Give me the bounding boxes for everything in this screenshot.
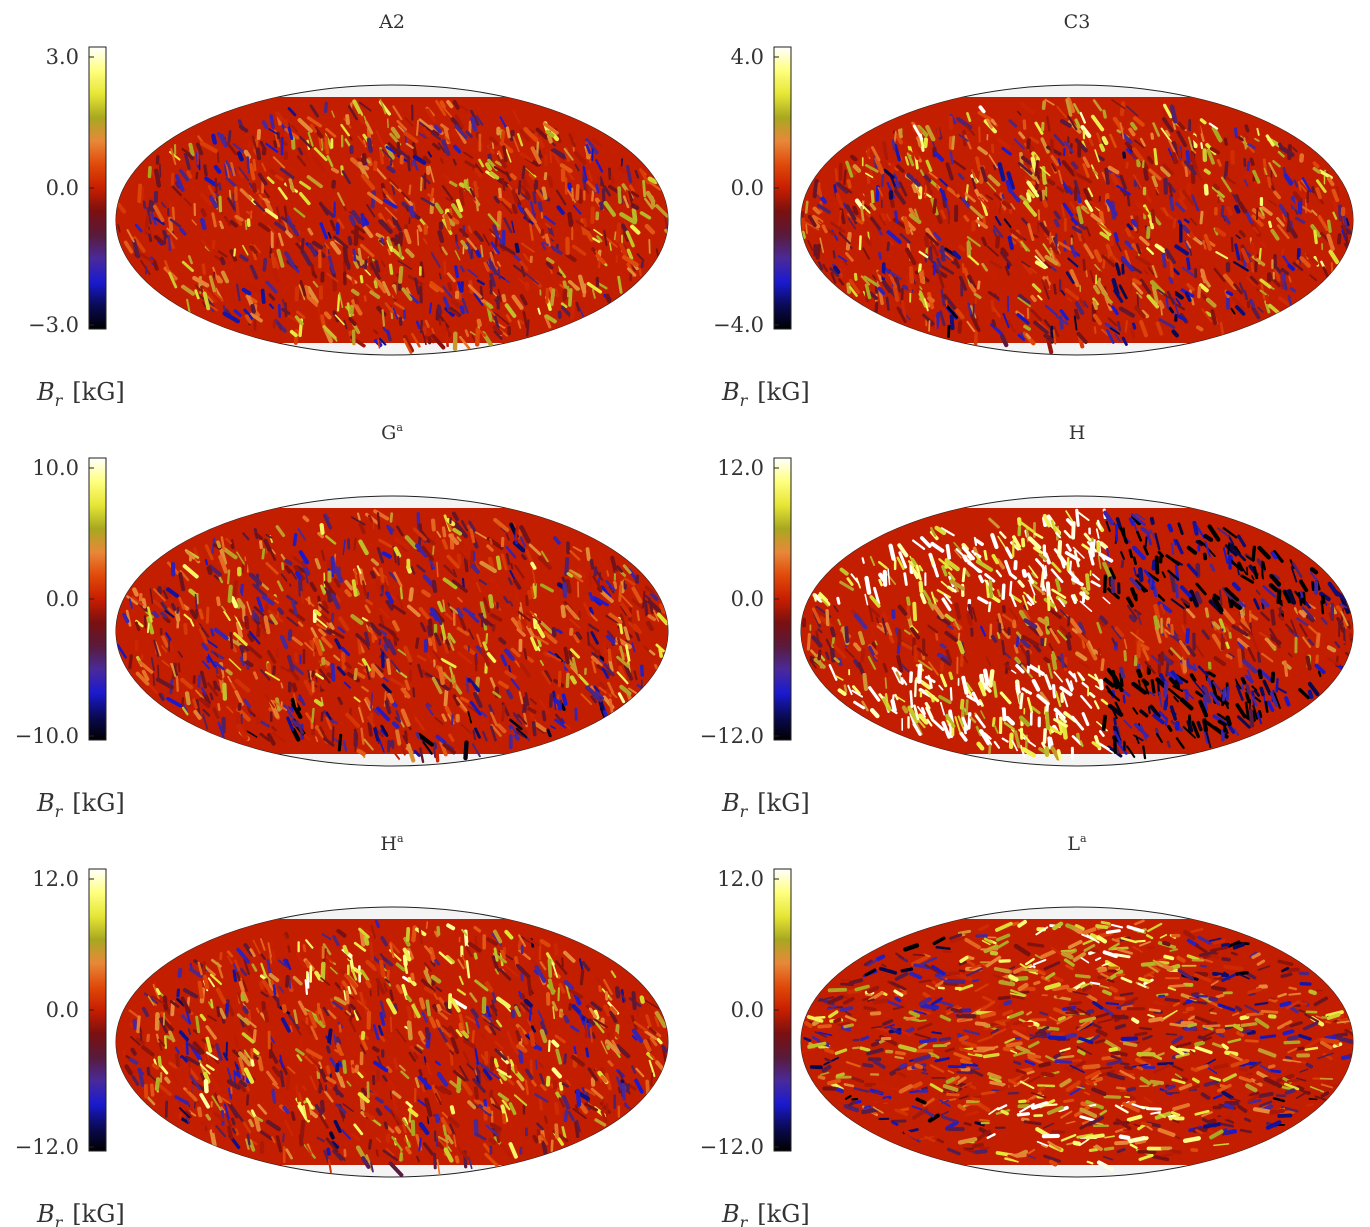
map-panel: La 12.0 0.0 −12.0 Br [kG] [700, 832, 1354, 1227]
colorbar-label-subscript: r [740, 802, 749, 821]
colorbar-label-subscript: r [55, 391, 64, 410]
panel-title: A2 [378, 11, 405, 33]
panel-title: Ha [380, 832, 404, 855]
colorbar-label-symbol: B [721, 378, 740, 406]
colorbar-label-unit: [kG] [72, 1200, 124, 1227]
panel-title-main: H [380, 833, 397, 855]
colorbar-tick-label: −10.0 [15, 724, 79, 748]
field-map [801, 919, 1353, 1172]
panel-title: Ga [381, 421, 403, 444]
panel-title-superscript: a [1080, 832, 1087, 845]
colorbar-tick-label: 3.0 [46, 45, 79, 69]
colorbar-label: Br [kG] [721, 378, 810, 410]
colorbar-label-unit: [kG] [72, 378, 124, 406]
colorbar-tick-label: 0.0 [46, 998, 79, 1022]
colorbar-tick-label: 10.0 [32, 456, 79, 480]
colorbar-label: Br [kG] [36, 378, 125, 410]
colorbar-label-subscript: r [740, 391, 749, 410]
colorbar-label-symbol: B [721, 789, 740, 817]
colorbar-label-unit: [kG] [757, 1200, 809, 1227]
panel-title-main: G [381, 422, 396, 444]
colorbar-label-unit: [kG] [757, 789, 809, 817]
map-panel: Ha 12.0 0.0 −12.0 Br [kG] [15, 832, 669, 1227]
colorbar-tick-label: 4.0 [731, 45, 764, 69]
colorbar-tick-label: 12.0 [32, 867, 79, 891]
colorbar-tick-label: 0.0 [731, 998, 764, 1022]
colorbar-label-unit: [kG] [72, 789, 124, 817]
colorbar-label-symbol: B [36, 789, 55, 817]
map-panel: C3 4.0 0.0 −4.0 Br [kG] [713, 11, 1354, 410]
panel-title-superscript: a [396, 421, 403, 434]
colorbar-label-unit: [kG] [757, 378, 809, 406]
panel-title-superscript: a [397, 832, 404, 845]
panel-title-main: C3 [1064, 11, 1091, 33]
map-panel: H 12.0 0.0 −12.0 Br [kG] [700, 422, 1354, 821]
colorbar-tick-label: 12.0 [717, 867, 764, 891]
map-panel: A2 3.0 0.0 −3.0 Br [kG] [28, 11, 669, 410]
colorbar-tick-label: −12.0 [700, 724, 764, 748]
colorbar-label-subscript: r [55, 1213, 64, 1227]
colorbar-tick-label: −4.0 [713, 313, 764, 337]
colorbar-tick-label: 0.0 [731, 587, 764, 611]
field-map [801, 508, 1353, 761]
panel-title-main: H [1069, 422, 1086, 444]
colorbar-label: Br [kG] [36, 1200, 125, 1227]
field-map [116, 97, 668, 354]
colorbar-label: Br [kG] [36, 789, 125, 821]
colorbar-tick-label: −12.0 [15, 1135, 79, 1159]
colorbar-tick-label: 0.0 [46, 176, 79, 200]
colorbar-label: Br [kG] [721, 789, 810, 821]
panel-title: H [1069, 422, 1086, 444]
colorbar-label: Br [kG] [721, 1200, 810, 1227]
colorbar-label-symbol: B [36, 1200, 55, 1227]
colorbar-label-subscript: r [55, 802, 64, 821]
colorbar-tick-label: −12.0 [700, 1135, 764, 1159]
colorbar-tick-label: 12.0 [717, 456, 764, 480]
colorbar-label-subscript: r [740, 1213, 749, 1227]
colorbar-tick-label: 0.0 [46, 587, 79, 611]
panel-title-main: L [1067, 833, 1080, 855]
panel-title: La [1067, 832, 1087, 855]
panel-title-main: A2 [378, 11, 405, 33]
field-map [801, 97, 1353, 355]
colorbar-label-symbol: B [721, 1200, 740, 1227]
field-map [116, 508, 668, 764]
field-map [116, 919, 668, 1177]
colorbar-tick-label: −3.0 [28, 313, 79, 337]
colorbar-label-symbol: B [36, 378, 55, 406]
map-panel: Ga 10.0 0.0 −10.0 Br [kG] [15, 421, 669, 821]
panel-title: C3 [1064, 11, 1091, 33]
colorbar-tick-label: 0.0 [731, 176, 764, 200]
